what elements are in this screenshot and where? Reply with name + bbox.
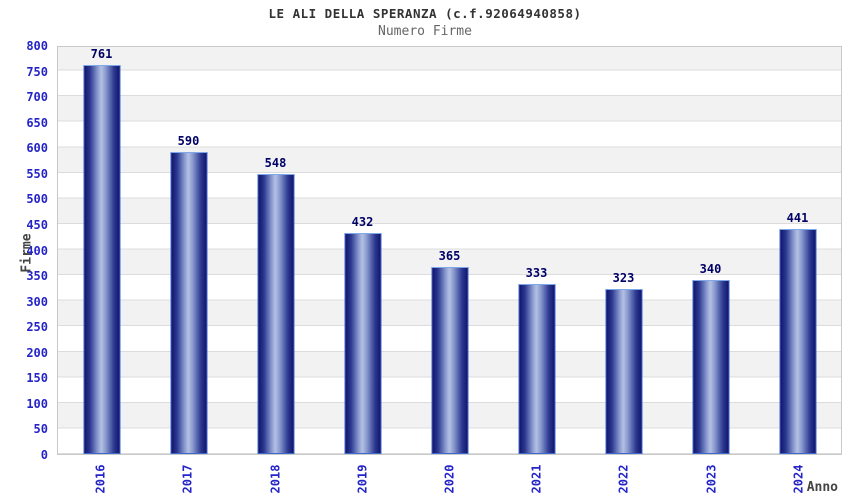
chart-title: LE ALI DELLA SPERANZA (c.f.92064940858) <box>268 6 582 21</box>
y-tick-label: 650 <box>26 115 48 130</box>
bar <box>257 173 294 454</box>
y-tick-label: 200 <box>26 345 48 360</box>
x-tick-cell: 2019 <box>319 458 406 500</box>
y-tick-label: 800 <box>26 39 48 53</box>
x-tick-label: 2017 <box>180 464 195 494</box>
bar-group-2024: 441 <box>754 47 841 454</box>
bar-value-label: 590 <box>177 134 200 149</box>
bar-group-2019: 432 <box>319 47 406 454</box>
y-tick-label: 750 <box>26 64 48 79</box>
y-axis-title: Firme <box>19 233 35 273</box>
y-axis: 0 50 100 150 200 250 300 350 400 450 500 550 600 650 7… <box>0 0 48 500</box>
x-tick-cell: 2022 <box>580 458 667 500</box>
bar <box>605 288 642 454</box>
bar-value-label: 432 <box>351 215 374 230</box>
y-tick-label: 450 <box>26 217 48 232</box>
x-axis-title: Anno <box>806 480 838 495</box>
bars-row: 761 590 548 432 365 333 323 340 441 <box>58 47 841 454</box>
bar-group-2021: 333 <box>493 47 580 454</box>
x-tick-label: 2019 <box>355 464 370 494</box>
bar <box>344 233 381 454</box>
bar <box>692 280 729 454</box>
bar-group-2018: 548 <box>232 47 319 454</box>
bar-group-2020: 365 <box>406 47 493 454</box>
plot-area: 761 590 548 432 365 333 323 340 441 <box>57 46 842 455</box>
x-tick-cell: 2018 <box>231 458 318 500</box>
x-tick-cell: 2021 <box>493 458 580 500</box>
x-tick-label: 2021 <box>529 464 544 494</box>
bar <box>83 64 120 454</box>
x-tick-cell: 2017 <box>144 458 231 500</box>
y-tick-label: 0 <box>40 448 48 462</box>
x-tick-label: 2018 <box>268 464 283 494</box>
y-tick-label: 550 <box>26 166 48 181</box>
y-tick-label: 150 <box>26 371 48 386</box>
y-tick-label: 300 <box>26 294 48 309</box>
x-axis: 2016 2017 2018 2019 2020 2021 2022 2023 2024 <box>57 458 842 500</box>
x-tick-label: 2024 <box>791 464 806 494</box>
x-tick-label: 2020 <box>442 464 457 494</box>
bar-group-2016: 761 <box>58 47 145 454</box>
y-tick-label: 700 <box>26 90 48 105</box>
x-tick-label: 2016 <box>93 464 108 494</box>
y-tick-label: 500 <box>26 192 48 207</box>
bar-group-2023: 340 <box>667 47 754 454</box>
chart-subtitle: Numero Firme <box>378 24 472 39</box>
bar-value-label: 323 <box>612 270 635 285</box>
y-tick-label: 350 <box>26 269 48 284</box>
bar <box>431 267 468 454</box>
x-tick-cell: 2023 <box>668 458 755 500</box>
bar-value-label: 365 <box>438 249 461 264</box>
y-tick-label: 400 <box>26 243 48 258</box>
bar-value-label: 441 <box>786 210 809 225</box>
x-tick-cell: 2016 <box>57 458 144 500</box>
bar-value-label: 761 <box>90 46 113 61</box>
x-tick-cell: 2020 <box>406 458 493 500</box>
bar-group-2017: 590 <box>145 47 232 454</box>
bar-value-label: 333 <box>525 265 548 280</box>
y-tick-label: 100 <box>26 396 48 411</box>
bar-value-label: 548 <box>264 155 287 170</box>
y-tick-label: 600 <box>26 141 48 156</box>
x-tick-label: 2023 <box>704 464 719 494</box>
bar <box>518 283 555 454</box>
bar <box>779 228 816 454</box>
bar-group-2022: 323 <box>580 47 667 454</box>
y-tick-label: 250 <box>26 320 48 335</box>
bar <box>170 152 207 454</box>
bar-value-label: 340 <box>699 262 722 277</box>
x-tick-label: 2022 <box>616 464 631 494</box>
y-tick-label: 50 <box>33 422 48 437</box>
